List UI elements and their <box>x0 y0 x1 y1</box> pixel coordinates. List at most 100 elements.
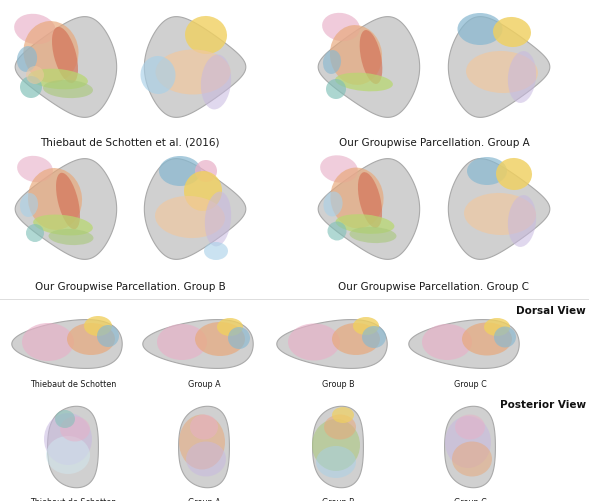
Ellipse shape <box>494 327 516 348</box>
Ellipse shape <box>484 318 510 336</box>
Ellipse shape <box>336 215 395 234</box>
Ellipse shape <box>353 317 379 335</box>
Ellipse shape <box>508 196 536 247</box>
Ellipse shape <box>458 14 502 46</box>
Ellipse shape <box>455 415 485 439</box>
Polygon shape <box>313 406 363 488</box>
Ellipse shape <box>322 14 360 42</box>
Polygon shape <box>277 320 387 369</box>
Ellipse shape <box>205 192 231 247</box>
Polygon shape <box>12 320 122 369</box>
Ellipse shape <box>462 323 512 356</box>
Ellipse shape <box>20 77 42 99</box>
Ellipse shape <box>184 172 222 211</box>
Text: Our Groupwise Parcellation. Group B: Our Groupwise Parcellation. Group B <box>35 282 226 292</box>
Text: Group C: Group C <box>454 497 487 501</box>
Ellipse shape <box>335 74 393 92</box>
Ellipse shape <box>358 173 382 228</box>
Polygon shape <box>15 18 117 118</box>
Polygon shape <box>448 18 550 118</box>
Ellipse shape <box>496 159 532 191</box>
Text: Group B: Group B <box>322 380 355 389</box>
Ellipse shape <box>349 227 396 243</box>
Ellipse shape <box>44 413 92 465</box>
Ellipse shape <box>288 324 340 361</box>
Ellipse shape <box>155 51 230 95</box>
Polygon shape <box>409 320 519 369</box>
Ellipse shape <box>332 323 380 355</box>
Polygon shape <box>144 159 246 260</box>
Text: Our Groupwise Parcellation. Group C: Our Groupwise Parcellation. Group C <box>339 282 530 292</box>
Ellipse shape <box>464 193 536 235</box>
Text: Group B: Group B <box>322 497 355 501</box>
Ellipse shape <box>28 70 88 90</box>
Ellipse shape <box>360 31 382 85</box>
Ellipse shape <box>141 57 176 95</box>
Ellipse shape <box>56 173 80 230</box>
Ellipse shape <box>48 229 94 245</box>
Ellipse shape <box>316 446 356 478</box>
Text: Group A: Group A <box>188 497 220 501</box>
Ellipse shape <box>26 224 44 242</box>
Ellipse shape <box>26 67 44 85</box>
Ellipse shape <box>14 15 56 45</box>
Ellipse shape <box>362 326 386 348</box>
Ellipse shape <box>24 22 78 84</box>
Ellipse shape <box>17 47 37 73</box>
Ellipse shape <box>195 161 217 183</box>
Text: Our Groupwise Parcellation. Group A: Our Groupwise Parcellation. Group A <box>339 138 530 148</box>
Ellipse shape <box>445 416 491 468</box>
Ellipse shape <box>52 28 78 84</box>
Ellipse shape <box>67 323 115 355</box>
Ellipse shape <box>55 410 75 428</box>
Ellipse shape <box>332 407 354 423</box>
Text: Group C: Group C <box>454 380 487 389</box>
Ellipse shape <box>330 168 383 229</box>
Polygon shape <box>15 159 117 260</box>
Polygon shape <box>178 406 230 488</box>
Text: Posterior View: Posterior View <box>500 399 586 409</box>
Polygon shape <box>448 159 550 260</box>
Polygon shape <box>144 18 246 118</box>
Polygon shape <box>318 18 419 118</box>
Ellipse shape <box>493 18 531 48</box>
Ellipse shape <box>422 324 472 360</box>
Text: Dorsal View: Dorsal View <box>516 306 586 315</box>
Ellipse shape <box>22 323 74 361</box>
Text: Thiebaut de Schotten: Thiebaut de Schotten <box>30 380 116 389</box>
Ellipse shape <box>508 52 536 104</box>
Ellipse shape <box>466 52 538 94</box>
Ellipse shape <box>452 441 492 476</box>
Ellipse shape <box>323 192 343 217</box>
Ellipse shape <box>323 51 341 75</box>
Ellipse shape <box>185 17 227 55</box>
Text: Thiebaut de Schotten et al. (2016): Thiebaut de Schotten et al. (2016) <box>40 138 220 148</box>
Ellipse shape <box>179 415 225 469</box>
Ellipse shape <box>228 327 250 349</box>
Polygon shape <box>48 406 98 488</box>
Ellipse shape <box>33 215 93 236</box>
Ellipse shape <box>46 436 90 474</box>
Ellipse shape <box>326 80 346 100</box>
Ellipse shape <box>195 322 245 356</box>
Ellipse shape <box>320 156 358 183</box>
Ellipse shape <box>20 194 38 217</box>
Ellipse shape <box>157 324 207 360</box>
Ellipse shape <box>217 318 243 336</box>
Text: Thiebaut de Schotten: Thiebaut de Schotten <box>30 497 116 501</box>
Polygon shape <box>318 159 419 260</box>
Text: Group A: Group A <box>188 380 220 389</box>
Polygon shape <box>143 320 253 369</box>
Ellipse shape <box>330 26 382 86</box>
Polygon shape <box>445 406 495 488</box>
Ellipse shape <box>28 169 82 230</box>
Ellipse shape <box>204 242 228 261</box>
Ellipse shape <box>84 316 112 336</box>
Ellipse shape <box>312 419 360 471</box>
Ellipse shape <box>159 157 201 187</box>
Ellipse shape <box>60 417 90 441</box>
Ellipse shape <box>201 56 231 110</box>
Ellipse shape <box>97 325 119 347</box>
Ellipse shape <box>43 81 93 99</box>
Ellipse shape <box>327 222 346 241</box>
